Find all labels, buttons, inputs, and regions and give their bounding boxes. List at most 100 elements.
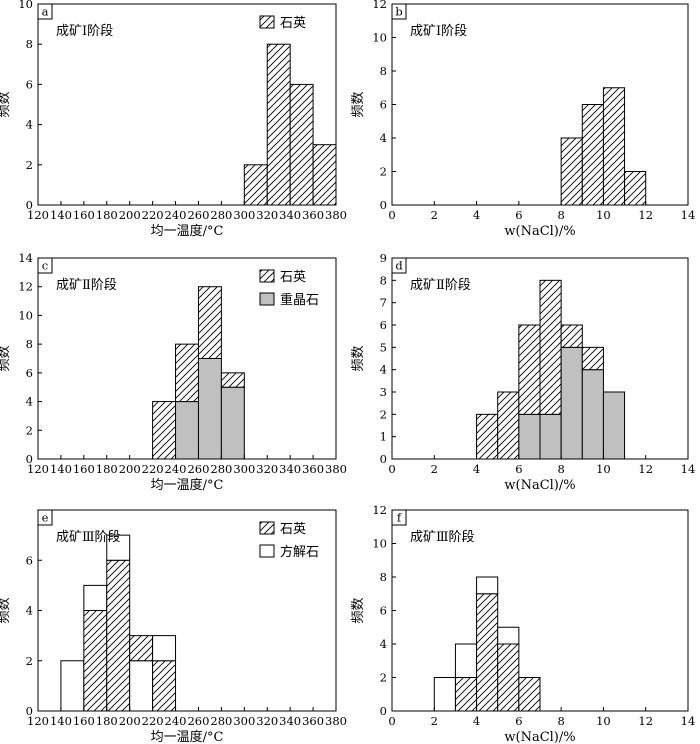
bar-d-8-石英	[560, 324, 583, 348]
legend-swatch-e-石英	[259, 521, 275, 535]
x-tick-label-c-380: 380	[325, 462, 347, 476]
y-tick-label-f-8: 8	[380, 570, 387, 584]
legend-swatch-c-石英	[259, 269, 275, 283]
x-tick-label-d-14: 14	[681, 462, 696, 476]
x-tick-label-c-140: 140	[50, 462, 72, 476]
y-tick-label-a-6: 6	[26, 77, 33, 91]
y-tick-label-d-3: 3	[380, 385, 387, 399]
stage-label-a: 成矿Ⅰ阶段	[56, 24, 113, 39]
bar-c-220-石英	[152, 401, 177, 460]
y-tick-label-d-1: 1	[380, 430, 387, 444]
x-tick-label-a-360: 360	[302, 208, 324, 222]
x-tick-label-e-120: 120	[27, 714, 49, 728]
y-tick-label-c-4: 4	[26, 395, 33, 409]
panel-letter-box-a	[37, 3, 53, 20]
bar-d-4-石英	[476, 413, 499, 460]
y-tick-label-b-0: 0	[380, 198, 387, 212]
x-tick-label-e-340: 340	[279, 714, 301, 728]
bar-e-160-方解石	[83, 584, 108, 611]
legend-label-c-重晶石: 重晶石	[280, 292, 319, 308]
x-tick-label-c-340: 340	[279, 462, 301, 476]
bar-c-260-石英	[197, 286, 222, 360]
bar-e-180-方解石	[106, 534, 131, 561]
bar-b-11-石英	[624, 171, 647, 206]
x-tick-label-e-200: 200	[119, 714, 141, 728]
x-tick-label-e-180: 180	[96, 714, 118, 728]
y-tick-label-c-10: 10	[18, 308, 33, 322]
y-axis-title-e: 频数	[0, 597, 12, 623]
x-tick-label-f-10: 10	[596, 714, 611, 728]
panel-letter-c: c	[42, 259, 48, 273]
y-tick-label-e-4: 4	[26, 604, 33, 618]
x-tick-label-e-160: 160	[73, 714, 95, 728]
x-tick-label-c-320: 320	[256, 462, 278, 476]
bar-d-7-石英	[539, 279, 562, 415]
x-tick-label-f-8: 8	[557, 714, 564, 728]
y-tick-label-a-0: 0	[26, 198, 33, 212]
y-tick-label-e-6: 6	[26, 553, 33, 567]
y-tick-label-f-4: 4	[380, 637, 387, 651]
x-axis-title-e: 均一温度/°C	[151, 729, 224, 744]
y-tick-label-a-8: 8	[26, 37, 33, 51]
x-tick-label-b-10: 10	[596, 208, 611, 222]
x-tick-label-a-200: 200	[119, 208, 141, 222]
bar-c-260-重晶石	[197, 358, 222, 460]
x-tick-label-b-14: 14	[681, 208, 696, 222]
bar-f-2-方解石	[433, 677, 456, 712]
y-tick-label-d-9: 9	[380, 251, 387, 265]
bar-d-6-石英	[518, 324, 541, 415]
legend-swatch-c-重晶石	[259, 292, 275, 306]
x-tick-label-c-360: 360	[302, 462, 324, 476]
bar-a-300-石英	[243, 164, 268, 206]
y-axis-title-b: 频数	[351, 91, 366, 117]
x-tick-label-e-240: 240	[165, 714, 187, 728]
x-tick-label-f-4: 4	[473, 714, 480, 728]
stage-label-e: 成矿Ⅲ阶段	[56, 530, 121, 545]
x-axis-title-f: w(NaCl)/%	[504, 730, 575, 744]
bar-e-220-方解石	[152, 635, 177, 662]
y-tick-label-b-6: 6	[380, 98, 387, 112]
y-tick-label-f-6: 6	[380, 604, 387, 618]
panel-letter-box-e	[37, 509, 53, 526]
y-tick-label-b-12: 12	[372, 0, 387, 11]
panel-letter-box-f	[391, 509, 407, 526]
x-tick-label-a-300: 300	[233, 208, 255, 222]
x-tick-label-a-120: 120	[27, 208, 49, 222]
y-tick-label-d-6: 6	[380, 318, 387, 332]
legend-label-c-石英: 石英	[280, 270, 306, 285]
bar-f-5-方解石	[497, 626, 520, 645]
bar-e-200-方解石	[129, 660, 154, 712]
x-tick-label-e-360: 360	[302, 714, 324, 728]
y-tick-label-e-0: 0	[26, 704, 33, 718]
bar-e-160-石英	[83, 610, 108, 712]
x-tick-label-b-4: 4	[473, 208, 480, 222]
x-tick-label-c-300: 300	[233, 462, 255, 476]
stage-label-c: 成矿Ⅱ阶段	[56, 278, 117, 293]
y-tick-label-f-2: 2	[380, 671, 387, 685]
y-tick-label-f-0: 0	[380, 704, 387, 718]
y-tick-label-a-2: 2	[26, 158, 33, 172]
x-tick-label-a-280: 280	[210, 208, 232, 222]
plot-frame-c	[37, 257, 337, 460]
y-tick-label-a-10: 10	[18, 0, 33, 11]
x-tick-label-e-260: 260	[187, 714, 209, 728]
y-tick-label-f-10: 10	[372, 537, 387, 551]
bar-e-220-石英	[152, 660, 177, 712]
x-tick-label-f-2: 2	[431, 714, 438, 728]
x-tick-label-c-160: 160	[73, 462, 95, 476]
x-tick-label-c-200: 200	[119, 462, 141, 476]
bar-a-360-石英	[312, 144, 337, 206]
x-tick-label-f-14: 14	[681, 714, 696, 728]
x-tick-label-e-280: 280	[210, 714, 232, 728]
x-tick-label-d-10: 10	[596, 462, 611, 476]
x-tick-label-c-240: 240	[165, 462, 187, 476]
y-tick-label-d-0: 0	[380, 452, 387, 466]
bar-e-180-石英	[106, 559, 131, 712]
y-tick-label-d-2: 2	[380, 407, 387, 421]
bar-b-10-石英	[602, 87, 626, 206]
y-tick-label-c-0: 0	[26, 452, 33, 466]
bar-c-280-重晶石	[220, 386, 245, 460]
y-axis-title-f: 频数	[351, 597, 366, 623]
y-tick-label-d-5: 5	[380, 340, 387, 354]
bar-d-6-重晶石	[518, 413, 541, 460]
